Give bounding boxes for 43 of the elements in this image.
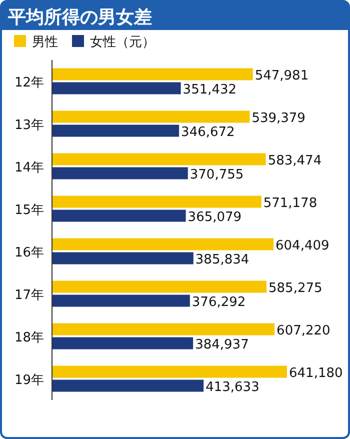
data-label: 583,474 [268,153,322,168]
bar [52,280,267,293]
data-label: 385,834 [195,252,250,268]
bar [52,366,287,378]
y-tick-label: 19年 [14,372,44,388]
y-tick-label: 16年 [14,245,44,260]
y-tick-label: 13年 [14,118,44,133]
data-label: 585,275 [268,280,322,296]
data-label: 370,755 [190,167,244,182]
y-tick-label: 14年 [14,160,44,176]
y-tick-label: 18年 [14,330,44,346]
data-label: 547,981 [254,68,309,84]
bar [52,124,180,137]
y-tick-label: 12年 [14,75,44,90]
bar [52,110,250,123]
bar [52,210,186,222]
bar [52,337,194,350]
data-label: 376,292 [192,294,246,310]
bar [52,294,190,307]
bar [52,252,194,264]
data-label: 607,220 [276,323,330,338]
bar [52,167,188,180]
data-label: 604,409 [276,238,330,254]
data-label: 351,432 [182,82,237,98]
data-label: 346,672 [181,124,235,140]
data-label: 641,180 [289,366,343,381]
bar [52,323,275,336]
data-label: 571,178 [263,196,318,211]
bar [52,82,181,94]
legend-label: 女性（元） [90,35,155,50]
data-label: 413,633 [206,380,260,395]
y-tick-label: 17年 [14,288,44,303]
data-label: 365,079 [188,210,242,225]
data-label: 539,379 [252,110,306,126]
bar [52,238,274,250]
chart-title: 平均所得の男女差 [7,7,152,28]
bar [52,68,253,80]
y-tick-label: 15年 [14,202,44,218]
legend-label: 男性 [32,35,58,50]
bar [52,380,204,392]
bar [52,153,266,166]
data-label: 384,937 [195,337,249,352]
bar [52,196,262,208]
